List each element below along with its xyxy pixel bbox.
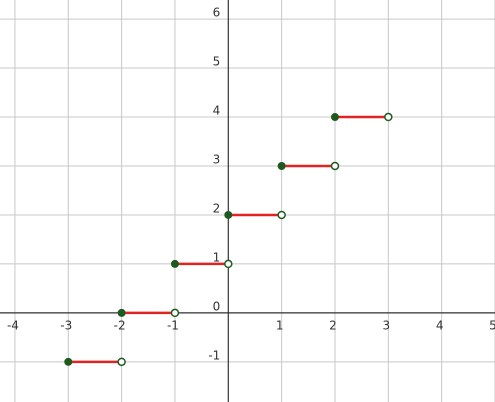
y-tick-label: 2 — [213, 201, 221, 215]
open-point — [330, 161, 340, 171]
closed-point — [277, 161, 286, 170]
open-point — [117, 357, 126, 367]
y-tick-label: 0 — [213, 299, 221, 313]
open-point — [170, 308, 180, 318]
x-tick-label: -4 — [7, 318, 19, 332]
x-tick-label: 4 — [436, 318, 444, 332]
y-tick-label: 6 — [213, 6, 221, 20]
closed-point — [117, 308, 126, 317]
x-tick-label: -2 — [114, 318, 126, 332]
open-point — [277, 210, 286, 220]
x-tick-label: 2 — [329, 318, 337, 332]
y-tick-label: -1 — [208, 348, 220, 362]
y-tick-label: 4 — [213, 104, 221, 118]
x-tick-label: 3 — [382, 318, 390, 332]
y-tick-label: 3 — [213, 152, 221, 166]
x-tick-label: -3 — [60, 318, 72, 332]
x-tick-label: 5 — [489, 318, 495, 332]
closed-point — [224, 210, 233, 219]
y-tick-label: 5 — [213, 55, 221, 69]
x-tick-label: 1 — [276, 318, 284, 332]
closed-point — [330, 113, 339, 122]
closed-point — [64, 357, 73, 366]
open-point — [224, 259, 233, 269]
closed-point — [170, 259, 179, 268]
y-tick-label: 1 — [213, 250, 221, 264]
open-point — [384, 112, 393, 122]
x-tick-label: -1 — [167, 318, 179, 332]
